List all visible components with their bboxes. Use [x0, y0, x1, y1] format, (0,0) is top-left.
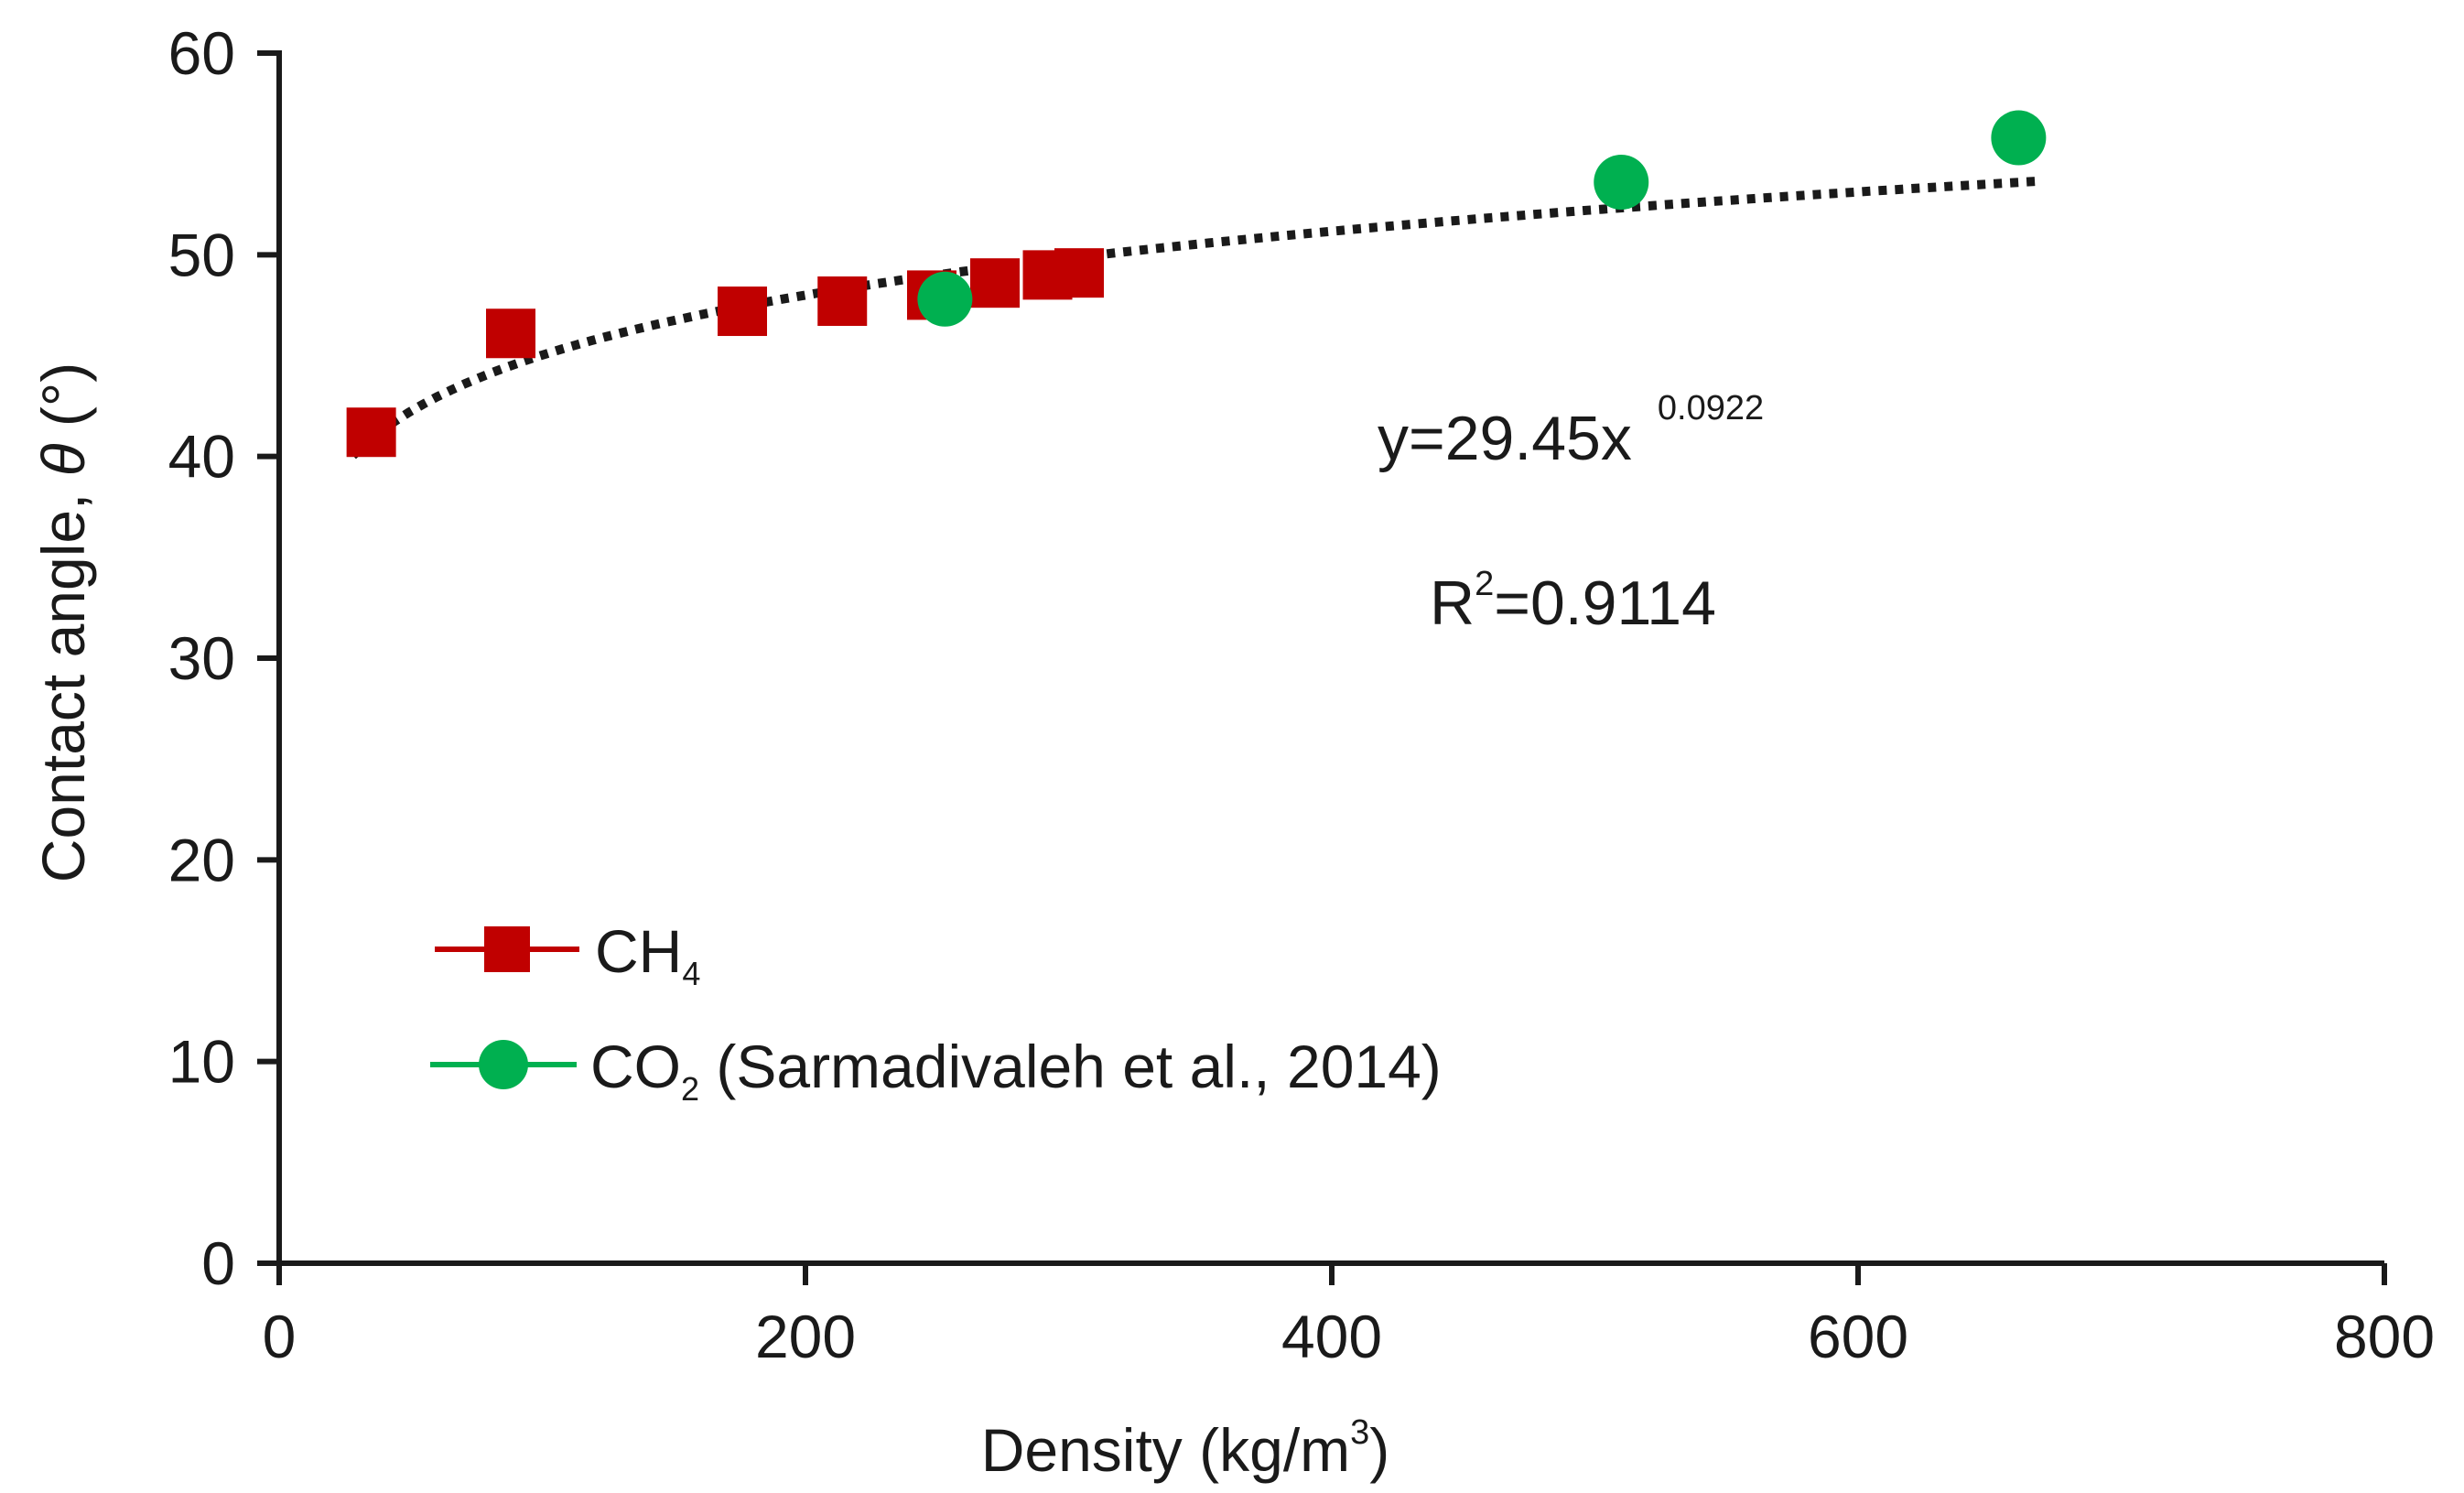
data-point-square [486, 308, 535, 359]
legend: CH4 CO2 (Sarmadivaleh et al., 2014) [430, 917, 1442, 1108]
y-tick-label: 10 [168, 1028, 235, 1096]
series-0 [346, 248, 1104, 458]
y-tick-label: 30 [168, 624, 235, 692]
x-tick-label: 600 [1808, 1303, 1908, 1370]
fit-r-squared: R2=0.9114 [1430, 565, 1716, 638]
y-tick-label: 40 [168, 423, 235, 491]
y-axis-ticks: 0 10 20 30 40 50 60 [168, 19, 279, 1297]
y-tick-label: 60 [168, 19, 235, 87]
y-tick-label: 0 [201, 1229, 235, 1297]
x-axis-ticks: 0 200 400 600 800 [263, 1263, 2435, 1370]
data-point-square [1054, 248, 1104, 298]
data-point-square [346, 407, 396, 458]
data-point-circle [1991, 110, 2047, 166]
y-tick-label: 50 [168, 221, 235, 288]
data-point-square [817, 276, 868, 327]
fit-equation: y=29.45x 0.0922 [1378, 389, 1764, 473]
data-point-square [970, 258, 1020, 308]
x-tick-label: 800 [2334, 1303, 2435, 1370]
legend-label-co2: CO2 (Sarmadivaleh et al., 2014) [590, 1033, 1442, 1108]
legend-marker-co2 [479, 1040, 528, 1089]
legend-entry-ch4: CH4 [435, 917, 700, 992]
x-axis-title: Density (kg/m3) [981, 1413, 1390, 1484]
data-point-circle [917, 271, 973, 327]
data-point-circle [1594, 155, 1649, 211]
x-tick-label: 400 [1281, 1303, 1382, 1370]
trendline [350, 177, 2037, 460]
y-tick-label: 20 [168, 826, 235, 893]
data-point-square [718, 287, 767, 337]
x-tick-label: 0 [263, 1303, 297, 1370]
legend-label-ch4: CH4 [595, 917, 700, 992]
series-1 [917, 110, 2047, 327]
data-points [346, 110, 2047, 458]
y-axis-title: Contact angle, θ (°) [29, 362, 97, 882]
legend-entry-co2: CO2 (Sarmadivaleh et al., 2014) [430, 1033, 1442, 1108]
x-tick-label: 200 [755, 1303, 856, 1370]
legend-marker-ch4 [484, 926, 530, 972]
